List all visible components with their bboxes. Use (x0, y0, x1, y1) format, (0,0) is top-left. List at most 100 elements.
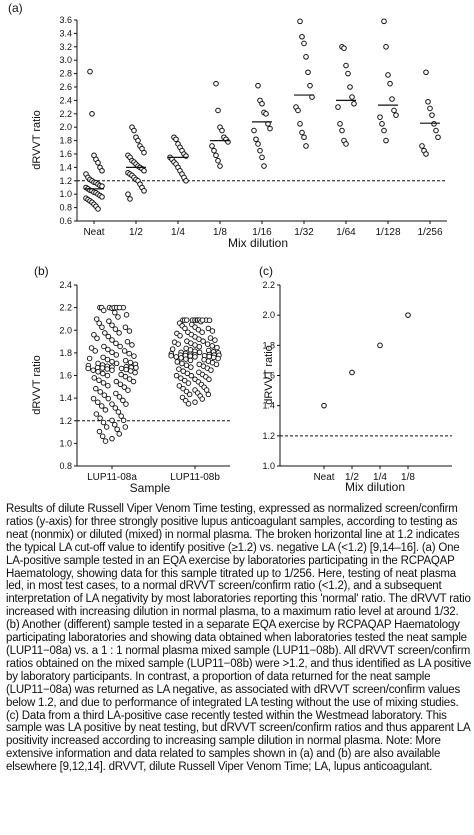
panel-a-y-tick-label: 0.6 (59, 216, 72, 226)
panel-b-data-point (102, 330, 108, 336)
panel-c-x-tick-label: 1/4 (373, 472, 387, 483)
panel-b-y-tick-label: 1.8 (59, 348, 72, 358)
panel-a-data-point (303, 143, 309, 149)
figure-caption: Results of dilute Russell Viper Venom Ti… (6, 503, 472, 774)
panel-b-data-point (93, 411, 100, 417)
panel-a-data-point (335, 104, 341, 110)
panel-b-y-tick-label: 1.0 (59, 438, 72, 448)
panel-a-y-tick-label: 1.8 (59, 136, 72, 146)
panel-b-data-point (116, 330, 122, 336)
panel-c-y-tick-label: 2.2 (262, 280, 275, 290)
panel-a-data-point (259, 154, 265, 161)
panel-a-data-point (389, 96, 395, 102)
panel-b-data-point (213, 361, 220, 368)
panel-b-y-tick-label: 1.6 (59, 371, 72, 381)
panel-b-data-point (177, 333, 183, 339)
panel-a-data-point (297, 121, 303, 127)
panel-a-label: (a) (8, 1, 23, 15)
panel-b-data-point (118, 413, 124, 419)
panel-a-data-point (431, 121, 437, 127)
panel-a-data-point (89, 111, 95, 117)
panel-b-data-point (104, 356, 111, 363)
panel-a-data-point (391, 107, 397, 114)
panel-a-data-point (379, 121, 385, 127)
panel-a-x-tick-label: 1/64 (336, 227, 356, 238)
panel-b-plot: 0.8 1.0 1.2 1.4 1.6 1.8 2.0 2.2 2.4 LUP11-08a LUP1… (59, 280, 230, 483)
panel-b-data-point (195, 326, 202, 333)
panel-b-data-point (105, 395, 112, 402)
panel-b-data-point (206, 376, 212, 383)
panel-b-data-point (105, 382, 111, 389)
panel-b-data-point (104, 372, 111, 379)
panel-a-x-tick-label: 1/128 (375, 227, 400, 238)
panel-c-y-tick-label: 1.6 (262, 371, 275, 381)
panel-b-y-tick-label: 2.4 (59, 280, 72, 290)
panel-b-data-point (113, 340, 119, 347)
panel-a-data-point (305, 69, 311, 76)
panel-c-y-tick-label: 2.0 (262, 310, 275, 320)
panel-b-data-point (91, 331, 97, 338)
panel-b-data-point (180, 385, 186, 392)
panel-c-xlabel: Mix dilution (345, 480, 405, 494)
panel-b-data-point (183, 362, 190, 369)
panel-a-data-point (95, 159, 101, 166)
panel-b-data-point (96, 320, 102, 326)
panel-b-data-point (122, 424, 129, 430)
panel-b-label: (b) (34, 264, 49, 278)
panel-b-data-point (99, 324, 105, 330)
panel-a-data-point (183, 178, 189, 184)
panel-b-data-point (183, 356, 189, 362)
panel-a-data-point (337, 121, 343, 127)
panel-b-data-point (215, 355, 221, 362)
panel-b-data-point (115, 314, 121, 320)
panel-c-x-tick-label: Neat (313, 472, 334, 483)
panel-a-data-point (99, 167, 105, 174)
panel-a-data-point (345, 70, 351, 77)
panel-b-data-point (109, 358, 115, 365)
panel-a-data-point (261, 163, 267, 169)
panel-b-data-point (204, 341, 211, 347)
panel-b-data-point (214, 344, 220, 351)
panel-b-data-point (209, 328, 216, 334)
panel-b-data-point (120, 397, 126, 404)
panel-b-y-tick-label: 2.2 (59, 303, 72, 313)
panel-a-data-point (141, 167, 147, 174)
panel-b-data-point (120, 417, 127, 424)
panel-a-data-point (211, 147, 217, 154)
panel-b-data-point (96, 377, 102, 384)
panel-c-ylabel: dRVVT ratio (263, 345, 275, 405)
panel-b-data-point (85, 365, 91, 372)
panel-b-data-point (185, 401, 192, 407)
panel-b-data-point (102, 438, 109, 444)
panel-a-plot: 0.6 0.8 1.0 1.2 1.4 1.6 1.8 2.0 2.2 2.4 2.6 2.8 3.0 3… (59, 15, 447, 238)
panel-b-data-point (168, 352, 174, 359)
panel-b-data-point (206, 317, 213, 323)
panel-c-y-tick-label: 1.4 (262, 401, 275, 411)
panel-a-data-point (429, 112, 435, 118)
panel-b-data-point (101, 307, 107, 314)
panel-b-data-point (116, 431, 123, 437)
panel-b-data-point (192, 354, 198, 360)
panel-b-data-point (109, 367, 115, 373)
panel-c-data-point (321, 402, 327, 409)
panel-b-data-point (210, 354, 217, 361)
panel-b-data-point (109, 417, 115, 424)
panel-b-data-point (173, 372, 180, 379)
panel-b-data-point (99, 433, 106, 440)
panel-a-data-point (263, 111, 269, 117)
panel-b-data-point (192, 399, 198, 405)
panel-a-data-point (141, 149, 147, 156)
panel-b-data-point (179, 360, 185, 367)
panel-b-data-point (100, 380, 107, 386)
panel-b-data-point (175, 341, 181, 347)
panel-a-xlabel: Mix dilution (228, 236, 288, 250)
panel-a-data-point (295, 107, 301, 114)
panel-a-data-point (215, 157, 221, 164)
panel-b-data-point (123, 401, 129, 407)
panel-a-y-tick-label: 0.8 (59, 203, 72, 213)
panel-a-data-point (433, 127, 439, 134)
panel-a-data-point (343, 141, 349, 147)
panel-b-data-point (121, 384, 128, 390)
panel-a-data-point (257, 147, 263, 154)
panel-a-data-point (423, 151, 429, 157)
